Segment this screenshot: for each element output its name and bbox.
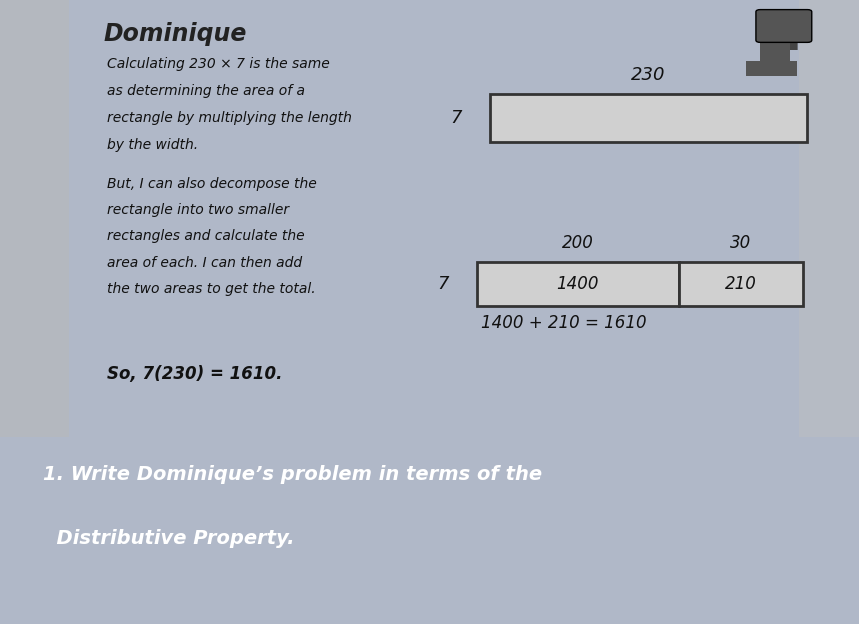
- Bar: [477, 262, 679, 306]
- Text: 7: 7: [438, 275, 449, 293]
- Bar: [679, 262, 803, 306]
- Text: rectangles and calculate the: rectangles and calculate the: [107, 230, 305, 243]
- Text: 230: 230: [631, 66, 666, 84]
- Text: area of each. I can then add: area of each. I can then add: [107, 256, 302, 270]
- Text: ██: ██: [774, 35, 798, 51]
- Text: rectangle into two smaller: rectangle into two smaller: [107, 203, 289, 217]
- Text: the two areas to get the total.: the two areas to get the total.: [107, 282, 316, 296]
- FancyBboxPatch shape: [756, 9, 812, 42]
- Text: as determining the area of a: as determining the area of a: [107, 84, 306, 98]
- Text: 210: 210: [725, 275, 757, 293]
- Text: 200: 200: [562, 235, 594, 253]
- Text: Calculating 230 × 7 is the same: Calculating 230 × 7 is the same: [107, 57, 330, 71]
- Text: by the width.: by the width.: [107, 138, 198, 152]
- Bar: [746, 61, 797, 76]
- Polygon shape: [0, 0, 69, 437]
- Text: 7: 7: [451, 109, 462, 127]
- Bar: [490, 94, 807, 142]
- Text: rectangle by multiplying the length: rectangle by multiplying the length: [107, 111, 352, 125]
- Text: So, 7(230) = 1610.: So, 7(230) = 1610.: [107, 364, 283, 383]
- Bar: [760, 39, 790, 64]
- Text: But, I can also decompose the: But, I can also decompose the: [107, 177, 317, 191]
- Text: Dominique: Dominique: [103, 22, 247, 46]
- Text: ▲: ▲: [777, 17, 795, 41]
- Text: 30: 30: [730, 235, 752, 253]
- Text: Distributive Property.: Distributive Property.: [43, 529, 295, 547]
- Text: 1400: 1400: [557, 275, 599, 293]
- Text: 1400 + 210 = 1610: 1400 + 210 = 1610: [481, 314, 647, 331]
- Polygon shape: [799, 0, 859, 437]
- Text: 1. Write Dominique’s problem in terms of the: 1. Write Dominique’s problem in terms of…: [43, 465, 542, 484]
